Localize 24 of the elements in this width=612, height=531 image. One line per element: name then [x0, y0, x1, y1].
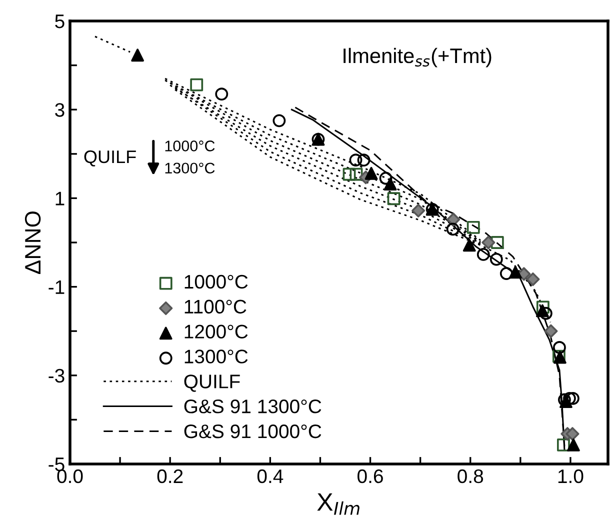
annotation: QUILF: [84, 150, 136, 166]
annotation: Ilmenite$_{ss}$(+Tmt): [344, 48, 492, 68]
y-tick-label: -1: [48, 280, 64, 294]
x-tick-label: 0.0: [57, 469, 83, 484]
y-tick-label: -3: [48, 368, 64, 383]
x-tick-label: 0.4: [257, 469, 284, 484]
y-axis-title: ΔNNO: [24, 211, 41, 274]
legend-label: 1100°C: [184, 300, 246, 314]
x-tick-label: 0.2: [157, 469, 183, 484]
x-tick-label: 1.0: [558, 469, 584, 484]
x-tick-label: 0.8: [458, 469, 484, 484]
annotation: 1300°C: [165, 162, 215, 174]
y-tick-label: 5: [55, 14, 64, 28]
annotation: 1000°C: [165, 140, 215, 152]
legend-label: QUILF: [184, 374, 240, 392]
legend-label: G&S 91 1300°C: [184, 400, 322, 414]
y-tick-label: 3: [55, 103, 64, 117]
x-tick-label: 0.6: [358, 469, 383, 484]
legend-label: 1200°C: [184, 324, 248, 338]
y-tick-label: 1: [56, 192, 64, 206]
legend-label: 1000°C: [184, 274, 248, 289]
x-axis-title: X$_{Ilm}$: [317, 493, 360, 515]
legend-label: G&S 91 1000°C: [184, 424, 322, 438]
legend-label: 1300°C: [184, 350, 248, 364]
